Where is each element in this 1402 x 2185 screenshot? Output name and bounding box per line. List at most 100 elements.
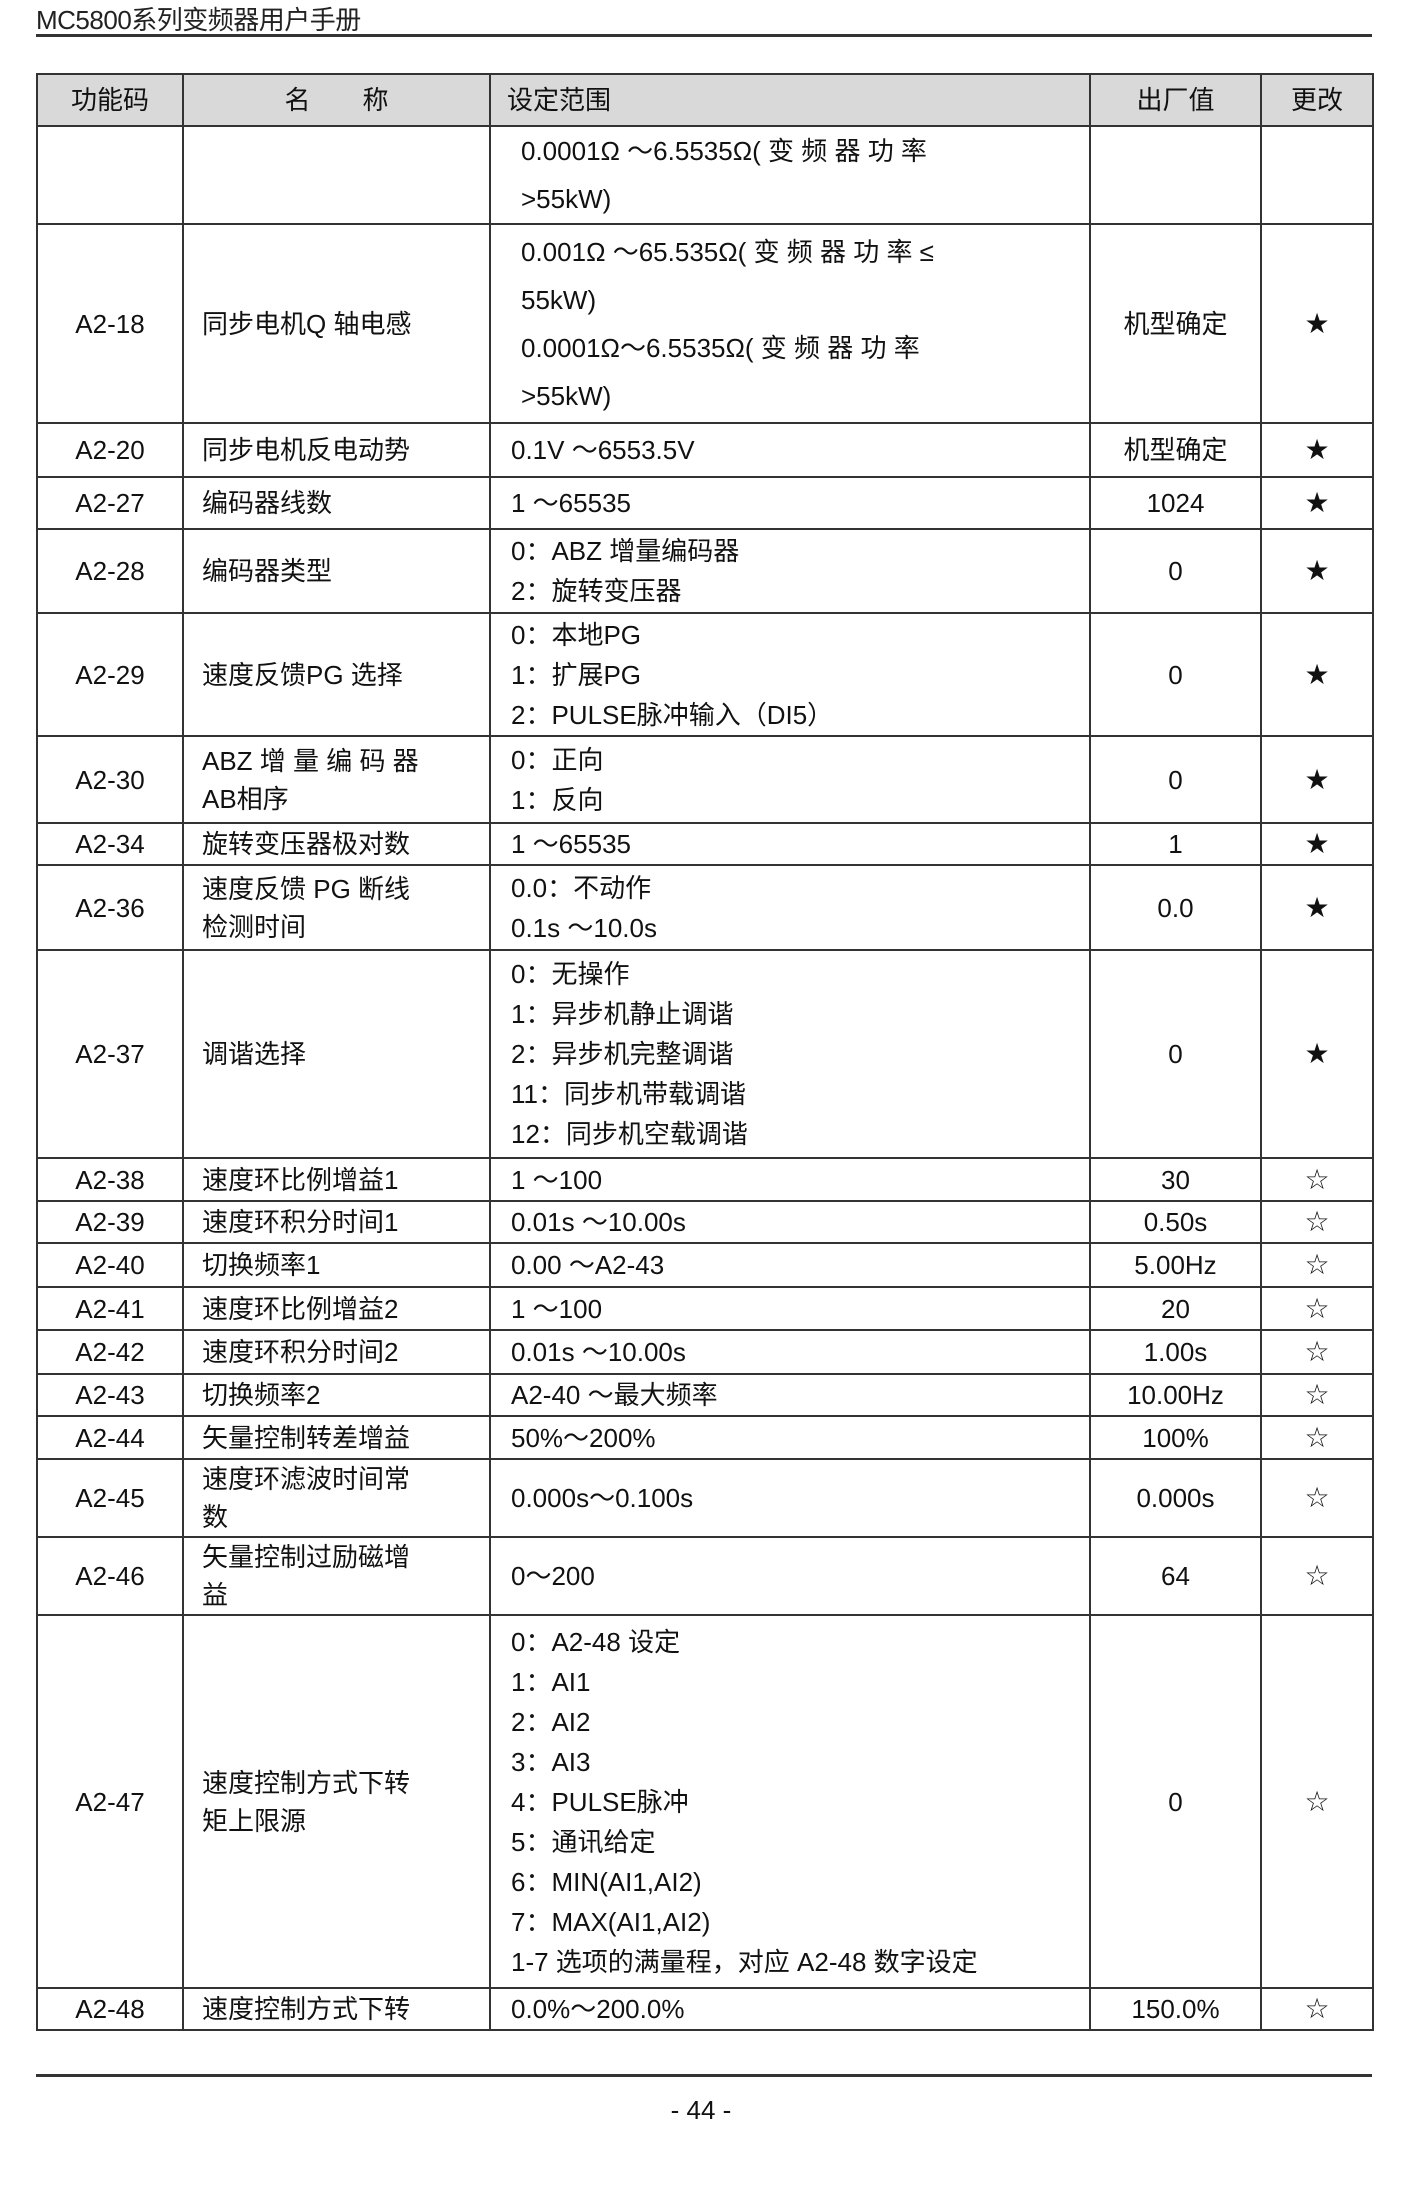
function-code: A2-27 [36,476,184,530]
range-line: 1 ～100 [511,1293,603,1324]
factory-default: 机型确定 [1089,422,1262,478]
function-code: A2-18 [36,223,184,424]
table-row: A2-36 速度反馈 PG 断线 检测时间 0.0：不动作 0.1s ～10.0s 0.0… [36,864,1374,951]
parameter-name: 速度环比例增益2 [182,1286,491,1331]
name-line: 速度环积分时间2 [202,1337,399,1367]
setting-range: 0.000s～0.100s [489,1458,1091,1538]
filled-star-icon: ★ [1260,612,1374,737]
factory-default: 0.50s [1089,1200,1262,1244]
range-line: 0：ABZ 增量编码器 [511,536,740,566]
function-code: A2-48 [36,1987,184,2031]
range-line: 3：AI3 [511,1746,591,1777]
hollow-star-icon: ☆ [1260,1458,1374,1538]
name-line: 数 [202,1502,229,1532]
table-row: A2-40 切换频率1 0.00 ～A2-43 5.00Hz ☆ [36,1242,1374,1288]
range-line: 1：异步机静止调谐 [511,999,734,1029]
setting-range: 0.00 ～A2-43 [489,1242,1091,1288]
parameter-name: 同步电机反电动势 [182,422,491,478]
parameter-name: 切换频率1 [182,1242,491,1288]
function-code [36,125,184,225]
range-line: 7：MAX(AI1,AI2) [511,1906,711,1937]
table-row: A2-27 编码器线数 1 ～65535 1024 ★ [36,476,1374,530]
setting-range: 1 ～100 [489,1286,1091,1331]
range-line: 1 ～65535 [511,488,631,518]
column-header-default: 出厂值 [1089,73,1262,127]
setting-range: 0.0：不动作 0.1s ～10.0s [489,864,1091,951]
function-code: A2-40 [36,1242,184,1288]
range-line: 0.0001Ω ～6.5535Ω( 变 频 器 功 率 [521,136,927,166]
name-line: 速度环比例增益1 [202,1164,399,1195]
range-line: 1：AI1 [511,1666,591,1697]
filled-star-icon: ★ [1260,864,1374,951]
filled-star-icon: ★ [1260,528,1374,614]
table-row: A2-44 矢量控制转差增益 50%～200% 100% ☆ [36,1415,1374,1460]
range-line: 1 ～100 [511,1164,603,1195]
table-row: A2-39 速度环积分时间1 0.01s ～10.00s 0.50s ☆ [36,1200,1374,1244]
table-row: A2-34 旋转变压器极对数 1 ～65535 1 ★ [36,822,1374,866]
parameter-name: 速度控制方式下转 [182,1987,491,2031]
range-line: 0.01s ～10.00s [511,1337,686,1367]
range-line: 5：通讯给定 [511,1826,656,1857]
setting-range: 0：本地PG 1：扩展PG 2：PULSE脉冲输入（DI5） [489,612,1091,737]
hollow-star-icon: ☆ [1260,1614,1374,1989]
name-line: 同步电机反电动势 [202,435,411,465]
parameter-name: 切换频率2 [182,1373,491,1417]
parameter-name: 速度环积分时间2 [182,1329,491,1375]
function-code: A2-47 [36,1614,184,1989]
range-line: 50%～200% [511,1422,656,1453]
name-line: 速度反馈 PG 断线 [202,873,411,904]
hollow-star-icon: ☆ [1260,1286,1374,1331]
range-line: 0：本地PG [511,619,642,650]
parameter-name: 调谐选择 [182,949,491,1159]
hollow-star-icon: ☆ [1260,1373,1374,1417]
range-line: 0：A2-48 设定 [511,1626,681,1657]
range-line: 0：正向 [511,744,604,775]
filled-star-icon: ★ [1260,476,1374,530]
setting-range: 0：ABZ 增量编码器 2：旋转变压器 [489,528,1091,614]
setting-range: 0.0%～200.0% [489,1987,1091,2031]
range-line: 4：PULSE脉冲 [511,1786,689,1817]
setting-range: 1 ～65535 [489,822,1091,866]
hollow-star-icon: ☆ [1260,1329,1374,1375]
name-line: 切换频率1 [202,1250,321,1280]
range-line: 0.01s ～10.00s [511,1207,686,1237]
function-code: A2-28 [36,528,184,614]
range-line: 0.0：不动作 [511,872,652,903]
name-line: 速度环滤波时间常 [202,1464,411,1494]
setting-range: 0.01s ～10.00s [489,1329,1091,1375]
range-line: >55kW) [521,184,612,214]
table-row: A2-42 速度环积分时间2 0.01s ～10.00s 1.00s ☆ [36,1329,1374,1375]
name-line: 调谐选择 [202,1039,307,1069]
range-line: 0～200 [511,1561,595,1591]
name-line: 速度控制方式下转 [202,1994,411,2024]
factory-default: 150.0% [1089,1987,1262,2031]
factory-default: 0 [1089,1614,1262,1989]
range-line: >55kW) [521,380,612,411]
name-line: ABZ 增 量 编 码 器 [202,745,419,776]
setting-range: 0.1V ～6553.5V [489,422,1091,478]
range-line: 12：同步机空载调谐 [511,1119,748,1149]
setting-range: 0：正向 1：反向 [489,735,1091,824]
name-line: 速度环积分时间1 [202,1207,399,1237]
name-line: 速度反馈PG 选择 [202,659,403,690]
manual-title: MC5800系列变频器用户手册 [36,5,361,35]
filled-star-icon: ★ [1260,223,1374,424]
name-line: 益 [202,1580,229,1610]
name-line: 检测时间 [202,911,307,942]
name-line: 切换频率2 [202,1380,321,1410]
function-code: A2-20 [36,422,184,478]
function-code: A2-38 [36,1157,184,1202]
table-row: A2-20 同步电机反电动势 0.1V ～6553.5V 机型确定 ★ [36,422,1374,478]
column-header-code: 功能码 [36,73,184,127]
name-line: 旋转变压器极对数 [202,829,411,859]
factory-default: 0 [1089,612,1262,737]
function-code: A2-42 [36,1329,184,1375]
range-line: 0.0001Ω～6.5535Ω( 变 频 器 功 率 [521,332,920,363]
factory-default: 0 [1089,735,1262,824]
range-line: 0.001Ω ～65.535Ω( 变 频 器 功 率 ≤ [521,236,934,267]
range-line: 55kW) [521,284,597,315]
name-line: AB相序 [202,783,289,814]
column-header-change: 更改 [1260,73,1374,127]
table-row: A2-18 同步电机Q 轴电感 0.001Ω ～65.535Ω( 变 频 器 功 率… [36,223,1374,424]
range-line: 0.1s ～10.0s [511,912,657,943]
